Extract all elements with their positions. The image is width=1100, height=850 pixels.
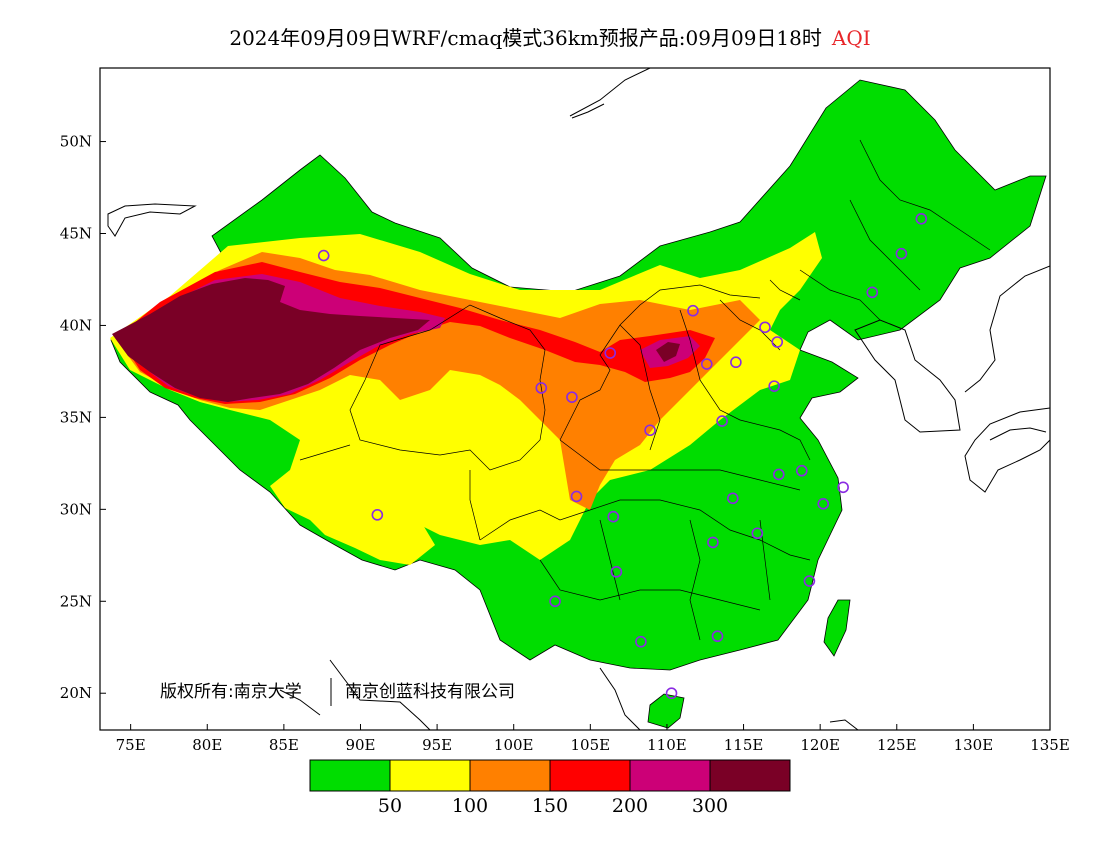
lon-label: 110E [647, 736, 687, 754]
lon-label: 130E [954, 736, 994, 754]
lon-label: 100E [494, 736, 534, 754]
lon-label: 125E [877, 736, 917, 754]
title-main: 2024年09月09日WRF/cmaq模式36km预报产品:09月09日18时 [229, 26, 822, 50]
station-marker [687, 304, 699, 317]
lon-label: 85E [269, 736, 299, 754]
colorbar-threshold-label: 100 [452, 795, 488, 817]
colorbar-swatch [549, 759, 631, 792]
station-marker [803, 575, 816, 587]
colorbar-threshold-label: 300 [692, 795, 728, 817]
colorbar-swatch [309, 759, 391, 792]
lon-label: 80E [192, 736, 222, 754]
colorbar-swatch [389, 759, 471, 792]
lon-label: 90E [345, 736, 375, 754]
station-marker [635, 635, 647, 648]
colorbar-threshold-label: 200 [612, 795, 648, 817]
lat-label: 50N [60, 133, 92, 151]
region-moderate-south [300, 500, 435, 565]
lon-label: 95E [422, 736, 452, 754]
station-marker [727, 492, 739, 505]
hainan-land [647, 693, 685, 729]
colorbar-swatch [469, 759, 551, 792]
coastlines [107, 68, 1050, 730]
station-marker [317, 249, 330, 262]
station-marker [535, 382, 548, 394]
station-marker [759, 321, 771, 334]
station-marker [751, 527, 764, 540]
station-marker [768, 380, 780, 392]
axes: 20N 25N 30N 35N 40N 45N 50N 75E 80E 85E 90E 95E 100E… [60, 133, 1070, 754]
map-title: 2024年09月09日WRF/cmaq模式36km预报产品:09月09日18时 A… [0, 22, 1100, 51]
copyright-owner-a: 版权所有:南京大学 [160, 682, 302, 702]
colorbar-swatch [709, 759, 791, 792]
station-marker [817, 498, 830, 510]
lat-label: 20N [60, 684, 92, 702]
lon-label: 75E [116, 736, 146, 754]
station-marker [866, 286, 879, 299]
colorbar-threshold-label: 50 [378, 795, 402, 817]
taiwan-land [823, 599, 851, 657]
region-hazardous [112, 278, 430, 402]
station-marker [915, 212, 928, 225]
station-marker [895, 247, 908, 260]
colorbar-swatch [629, 759, 711, 792]
station-marker [610, 566, 623, 578]
lat-label: 25N [60, 592, 92, 610]
station-marker [837, 481, 849, 494]
station-marker [716, 415, 728, 427]
lon-label: 135E [1030, 736, 1070, 754]
copyright-owner-b: 南京创蓝科技有限公司 [345, 682, 515, 702]
map-frame [99, 67, 1051, 731]
lon-label: 105E [571, 736, 611, 754]
station-marker [795, 464, 808, 477]
map-layers [107, 68, 1050, 730]
lat-label: 40N [60, 316, 92, 334]
station-marker [371, 509, 384, 521]
lat-label: 45N [60, 225, 92, 243]
station-marker [700, 358, 713, 370]
lon-label: 115E [724, 736, 764, 754]
station-marker [644, 424, 656, 437]
station-marker [604, 347, 617, 359]
station-marker [570, 490, 583, 503]
region-hazardous-shanxi [656, 342, 680, 362]
station-marker [730, 356, 742, 369]
station-marker [711, 630, 724, 643]
lat-label: 30N [60, 500, 92, 518]
station-marker [566, 391, 578, 403]
station-marker [772, 468, 785, 481]
colorbar-threshold-label: 150 [532, 795, 568, 817]
station-marker [707, 536, 719, 549]
lon-label: 120E [800, 736, 840, 754]
station-marker [549, 595, 561, 608]
station-marker [771, 336, 784, 348]
title-product: AQI [831, 26, 871, 50]
station-markers [317, 212, 928, 700]
lat-label: 35N [60, 408, 92, 426]
province-boundaries [299, 139, 991, 641]
station-marker [607, 510, 620, 523]
colorbar-legend: 50 100 150 200 300 [309, 759, 791, 817]
station-marker [665, 687, 678, 700]
